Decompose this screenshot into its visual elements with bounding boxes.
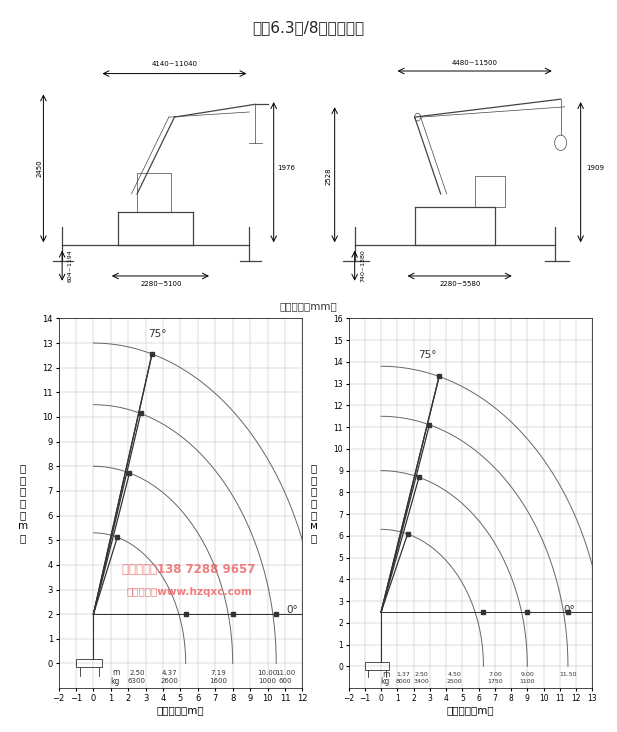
Text: 支腿跨距（mm）: 支腿跨距（mm） bbox=[280, 302, 337, 312]
Text: 4480~11500: 4480~11500 bbox=[452, 60, 498, 66]
Text: 8000: 8000 bbox=[395, 679, 411, 684]
X-axis label: 工作幅度（m）: 工作幅度（m） bbox=[157, 706, 204, 715]
Text: 4.50: 4.50 bbox=[447, 672, 461, 677]
Text: 2280~5100: 2280~5100 bbox=[141, 281, 182, 287]
Text: 1000: 1000 bbox=[259, 678, 276, 684]
Bar bbox=[365, 662, 389, 670]
Text: 604~1194: 604~1194 bbox=[68, 250, 73, 282]
Text: 销售热线：138 7288 9657: 销售热线：138 7288 9657 bbox=[123, 564, 256, 576]
Text: 6300: 6300 bbox=[128, 678, 146, 684]
Text: 11.00: 11.00 bbox=[275, 670, 295, 676]
Text: m: m bbox=[112, 668, 120, 677]
Text: 9.00: 9.00 bbox=[521, 672, 534, 677]
Text: 1909: 1909 bbox=[587, 165, 605, 171]
Text: 2450: 2450 bbox=[36, 160, 43, 177]
Text: 75°: 75° bbox=[418, 350, 437, 359]
Text: m: m bbox=[382, 670, 389, 679]
Text: 2.50: 2.50 bbox=[129, 670, 145, 676]
Text: 2280~5580: 2280~5580 bbox=[440, 281, 481, 287]
Text: 公司网址：www.hzqxc.com: 公司网址：www.hzqxc.com bbox=[126, 587, 252, 597]
Text: 2.50: 2.50 bbox=[415, 672, 429, 677]
Text: 740~1380: 740~1380 bbox=[361, 250, 366, 282]
Text: 1100: 1100 bbox=[520, 679, 535, 684]
Text: 3400: 3400 bbox=[414, 679, 429, 684]
Text: 75°: 75° bbox=[148, 329, 167, 340]
Text: 2528: 2528 bbox=[326, 167, 332, 185]
Text: 11.50: 11.50 bbox=[559, 672, 577, 677]
Text: 4140~11040: 4140~11040 bbox=[151, 61, 197, 67]
Text: kg: kg bbox=[110, 676, 120, 686]
Text: 1600: 1600 bbox=[210, 678, 228, 684]
Text: 7.00: 7.00 bbox=[488, 672, 502, 677]
Text: 7.19: 7.19 bbox=[211, 670, 226, 676]
Text: 0°: 0° bbox=[287, 605, 299, 616]
Bar bbox=[137, 173, 171, 212]
X-axis label: 工作幅度（m）: 工作幅度（m） bbox=[447, 706, 494, 715]
Y-axis label: 举
升
高
度
（
м
）: 举 升 高 度 （ м ） bbox=[310, 463, 318, 543]
Text: 4.37: 4.37 bbox=[162, 670, 177, 676]
Text: kg: kg bbox=[380, 678, 389, 687]
Text: 1976: 1976 bbox=[278, 165, 296, 171]
Bar bbox=[474, 176, 505, 206]
Y-axis label: 举
升
高
度
（
m
）: 举 升 高 度 （ m ） bbox=[18, 463, 28, 543]
Text: 600: 600 bbox=[278, 678, 292, 684]
Text: 2500: 2500 bbox=[447, 679, 462, 684]
Text: 1.37: 1.37 bbox=[396, 672, 410, 677]
Text: 0°: 0° bbox=[563, 605, 575, 615]
Text: 10.00: 10.00 bbox=[257, 670, 278, 676]
Text: 1750: 1750 bbox=[487, 679, 503, 684]
Bar bbox=[76, 659, 102, 667]
Text: 2600: 2600 bbox=[160, 678, 178, 684]
Text: 徐工6.3吨/8吨起重参数: 徐工6.3吨/8吨起重参数 bbox=[252, 20, 365, 35]
